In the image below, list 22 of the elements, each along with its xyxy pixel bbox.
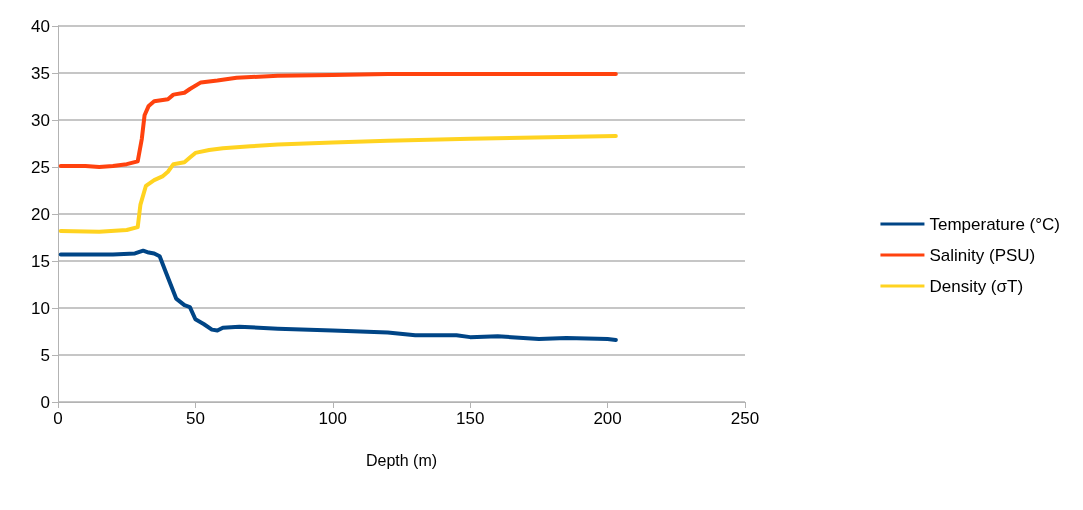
x-tick-label: 200 [593, 409, 622, 428]
y-tick-label: 40 [31, 16, 50, 36]
legend-label: Density (σT) [929, 276, 1024, 296]
y-tick-label: 15 [31, 251, 50, 271]
y-tick-label: 10 [31, 298, 50, 318]
y-tick-label: 0 [40, 392, 50, 412]
y-tick-label: 5 [40, 345, 50, 365]
line-series [58, 248, 618, 342]
y-tick-label: 25 [31, 157, 50, 177]
x-tick-label: 50 [185, 409, 205, 428]
x-axis-title: Depth (m) [365, 451, 438, 469]
legend-label: Salinity (PSU) [929, 245, 1036, 265]
y-tick-label: 35 [31, 63, 50, 83]
x-tick-label: 250 [730, 409, 760, 428]
line-series [58, 71, 618, 169]
legend-label: Temperature (°C) [929, 214, 1061, 234]
y-tick-label: 30 [31, 110, 50, 130]
y-tick-label: 20 [31, 204, 50, 224]
line-series [58, 133, 618, 234]
x-tick-label: 100 [318, 409, 347, 428]
x-tick-label: 150 [456, 409, 485, 428]
x-tick-label: 0 [53, 409, 63, 428]
